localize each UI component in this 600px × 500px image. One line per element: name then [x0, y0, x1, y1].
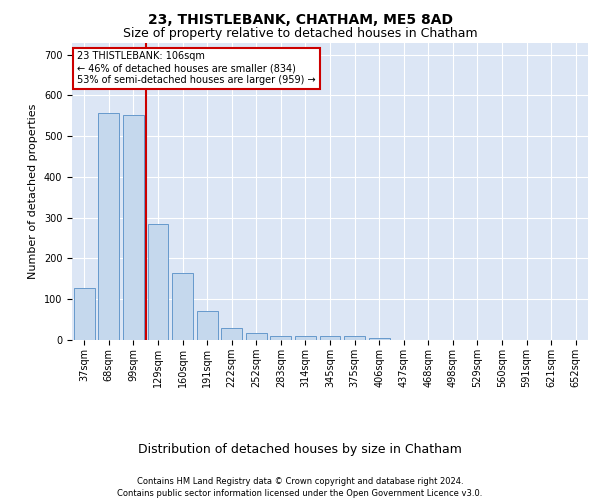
Text: Size of property relative to detached houses in Chatham: Size of property relative to detached ho…: [122, 28, 478, 40]
Bar: [74, 288, 95, 340]
Text: Distribution of detached houses by size in Chatham: Distribution of detached houses by size …: [138, 442, 462, 456]
Bar: [172, 273, 193, 340]
Bar: [246, 332, 267, 340]
Text: Contains HM Land Registry data © Crown copyright and database right 2024.: Contains HM Land Registry data © Crown c…: [137, 478, 463, 486]
Bar: [197, 312, 218, 340]
Y-axis label: Number of detached properties: Number of detached properties: [28, 104, 38, 279]
Bar: [221, 328, 242, 340]
Bar: [148, 224, 169, 340]
Text: Contains public sector information licensed under the Open Government Licence v3: Contains public sector information licen…: [118, 489, 482, 498]
Bar: [271, 336, 292, 340]
Bar: [123, 116, 144, 340]
Bar: [320, 336, 340, 340]
Bar: [295, 336, 316, 340]
Bar: [98, 114, 119, 340]
Bar: [344, 336, 365, 340]
Text: 23 THISTLEBANK: 106sqm
← 46% of detached houses are smaller (834)
53% of semi-de: 23 THISTLEBANK: 106sqm ← 46% of detached…: [77, 52, 316, 84]
Bar: [368, 338, 389, 340]
Text: 23, THISTLEBANK, CHATHAM, ME5 8AD: 23, THISTLEBANK, CHATHAM, ME5 8AD: [148, 12, 452, 26]
